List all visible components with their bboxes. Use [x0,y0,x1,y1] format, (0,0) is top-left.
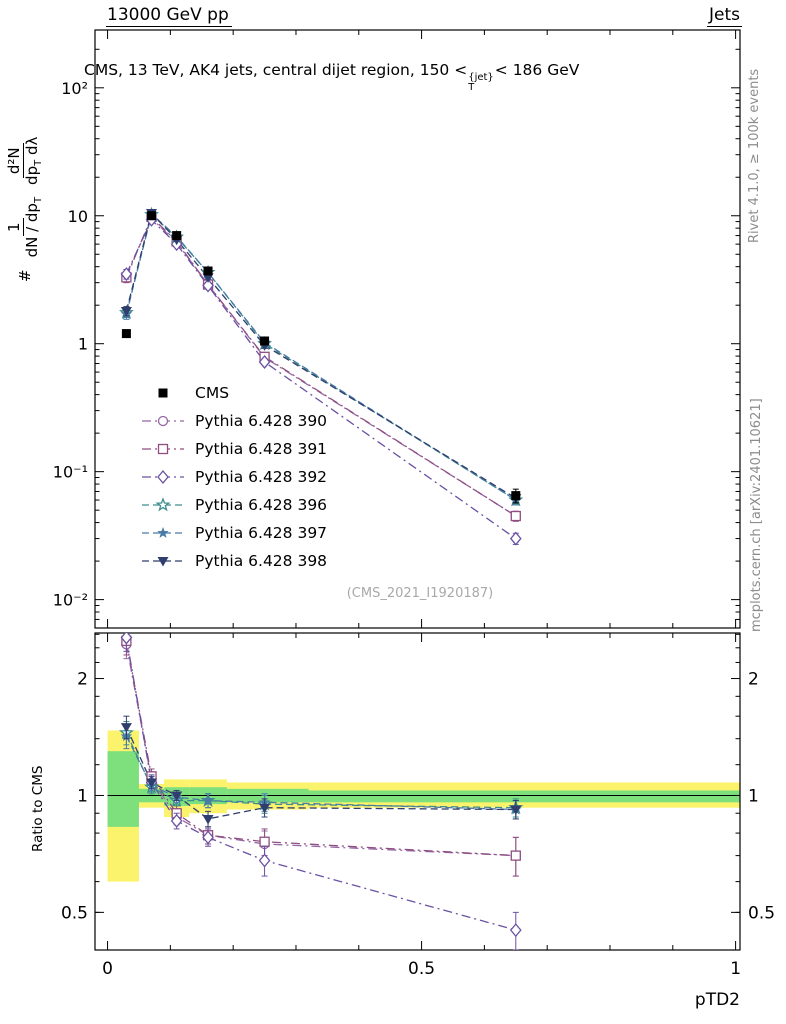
plot-title-pre: CMS, 13 TeV, AK4 jets, central dijet reg… [84,61,468,79]
mcplots-arxiv-note: mcplots.cern.ch [arXiv:2401.10621] [749,398,764,632]
rivet-version-note: Rivet 4.1.0, ≥ 100k events [747,68,762,243]
svg-text:1: 1 [77,786,88,806]
svg-text:0.5: 0.5 [61,903,88,923]
legend: CMS Pythia 6.428 390 Pythia 6.428 391 Pythi… [140,379,327,575]
ylabel-fraction-1: 1 dN / dpT [5,196,45,258]
legend-label: Pythia 6.428 390 [195,412,328,430]
x-axis-label: pTD2 [694,990,740,1010]
ratio-plot-frame [94,632,741,951]
svg-text:1: 1 [730,959,741,979]
ylabel-prefix: # [16,269,35,282]
svg-text:0.5: 0.5 [748,903,775,923]
plot-title: CMS, 13 TeV, AK4 jets, central dijet reg… [84,61,579,94]
legend-label: Pythia 6.428 391 [195,440,328,458]
diamond-open-icon [142,469,184,485]
star-open-icon [142,497,184,512]
legend-item-pythia-6-428-391: Pythia 6.428 391 [140,435,327,463]
svg-text:2: 2 [77,670,88,690]
analysis-id-watermark: (CMS_2021_I1920187) [346,586,494,601]
legend-label: Pythia 6.428 397 [195,524,328,542]
plot-title-post: < 186 GeV [494,61,580,79]
legend-item-cms: CMS [140,379,327,407]
legend-item-pythia-6-428-396: Pythia 6.428 396 [140,491,327,519]
legend-item-pythia-6-428-397: Pythia 6.428 397 [140,519,327,547]
svg-text:2: 2 [748,670,759,690]
svg-text:10⁻²: 10⁻² [53,591,88,610]
svg-text:0.5: 0.5 [408,959,435,979]
svg-text:10: 10 [68,207,88,226]
triangle-down-filled-icon [142,557,184,567]
svg-text:1: 1 [78,335,88,354]
legend-label: Pythia 6.428 396 [195,496,328,514]
ratio-series [118,633,524,950]
pt-jet-supsub: {jet} T [468,71,494,93]
svg-text:10⁻¹: 10⁻¹ [53,463,88,482]
square-open-icon [142,443,184,455]
ylabel-fraction-2: d²N dpT dλ [5,136,45,185]
main-plot-frame [94,29,741,629]
legend-item-pythia-6-428-390: Pythia 6.428 390 [140,407,327,435]
header-beam-label: 13000 GeV pp [106,5,232,27]
legend-label: CMS [195,384,230,402]
square-filled-icon [158,388,168,398]
header-process-label: Jets [707,5,742,27]
legend-label: Pythia 6.428 398 [195,552,328,570]
main-y-axis-label: # 1 dN / dpT d²N dpT dλ [5,136,45,282]
svg-text:0: 0 [102,959,113,979]
legend-item-pythia-6-428-398: Pythia 6.428 398 [140,547,327,575]
main-series [118,206,524,546]
ratio-y-axis-label: Ratio to CMS [30,765,46,852]
svg-text:10²: 10² [61,79,88,98]
circle-open-icon [142,415,184,427]
svg-text:1: 1 [748,786,759,806]
legend-label: Pythia 6.428 392 [195,468,328,486]
legend-item-pythia-6-428-392: Pythia 6.428 392 [140,463,327,491]
star-filled-icon [142,527,184,538]
